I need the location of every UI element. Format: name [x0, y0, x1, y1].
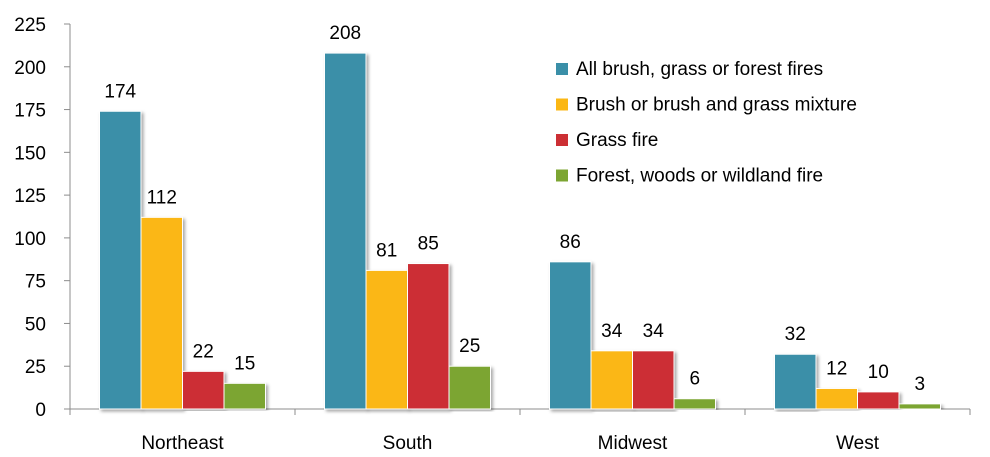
bar: [632, 350, 675, 410]
x-category-label: Midwest: [598, 433, 668, 454]
bar: [448, 365, 491, 410]
legend-label: Forest, woods or wildland fire: [576, 166, 823, 187]
bar: [774, 353, 817, 410]
y-tick-label: 75: [25, 272, 46, 293]
data-label: 15: [234, 353, 255, 374]
y-tick-label: 125: [14, 186, 46, 207]
y-tick-label: 25: [25, 357, 46, 378]
bar: [857, 391, 900, 410]
data-label: 112: [147, 187, 177, 208]
legend-label: All brush, grass or forest fires: [576, 59, 823, 80]
legend-label: Brush or brush and grass mixture: [576, 95, 857, 116]
bar: [182, 370, 225, 410]
legend-swatch: [556, 98, 568, 111]
data-label: 3: [914, 374, 925, 395]
bar: [99, 110, 142, 410]
data-label: 6: [689, 369, 700, 390]
y-tick-label: 100: [14, 229, 46, 250]
y-tick-label: 150: [14, 143, 46, 164]
bar: [407, 263, 450, 410]
data-label: 81: [376, 240, 397, 261]
bar: [549, 261, 592, 410]
legend-label: Grass fire: [576, 130, 658, 151]
data-label: 32: [785, 324, 806, 345]
bar: [590, 350, 633, 410]
data-label: 10: [868, 362, 889, 383]
x-category-label: Northeast: [141, 433, 224, 454]
data-label: 34: [601, 321, 623, 342]
data-label: 25: [459, 336, 480, 357]
bar: [365, 269, 408, 410]
y-tick-label: 225: [14, 15, 46, 36]
x-category-label: South: [383, 433, 433, 454]
y-tick-label: 0: [35, 400, 46, 421]
legend-swatch: [556, 169, 568, 182]
bar: [815, 387, 858, 410]
legend-swatch: [556, 63, 568, 75]
data-label: 174: [104, 81, 136, 102]
data-label: 22: [193, 341, 214, 362]
x-axis: Northeast South Midwest West: [69, 408, 971, 454]
y-axis: 0 25 50 75 100 125 150 175 200 225: [14, 15, 71, 421]
bar: [898, 403, 941, 410]
data-label: 34: [643, 321, 665, 342]
data-label: 85: [418, 234, 439, 255]
bar: [324, 52, 367, 410]
bars: [99, 52, 941, 410]
y-tick-label: 50: [25, 314, 46, 335]
data-label: 208: [329, 23, 361, 44]
data-labels: 174 112 22 15 208 81 85 25 86 34 34 6 32 12 10 3: [104, 23, 925, 395]
y-tick-label: 175: [14, 101, 46, 122]
data-label: 86: [560, 232, 581, 253]
bar: [140, 216, 183, 410]
legend: All brush, grass or forest fires Brush or…: [556, 59, 857, 187]
y-tick-label: 200: [14, 58, 46, 79]
data-label: 12: [826, 358, 847, 379]
bar: [673, 398, 716, 410]
bar: [223, 382, 266, 410]
x-category-label: West: [836, 433, 880, 454]
legend-swatch: [556, 134, 568, 146]
